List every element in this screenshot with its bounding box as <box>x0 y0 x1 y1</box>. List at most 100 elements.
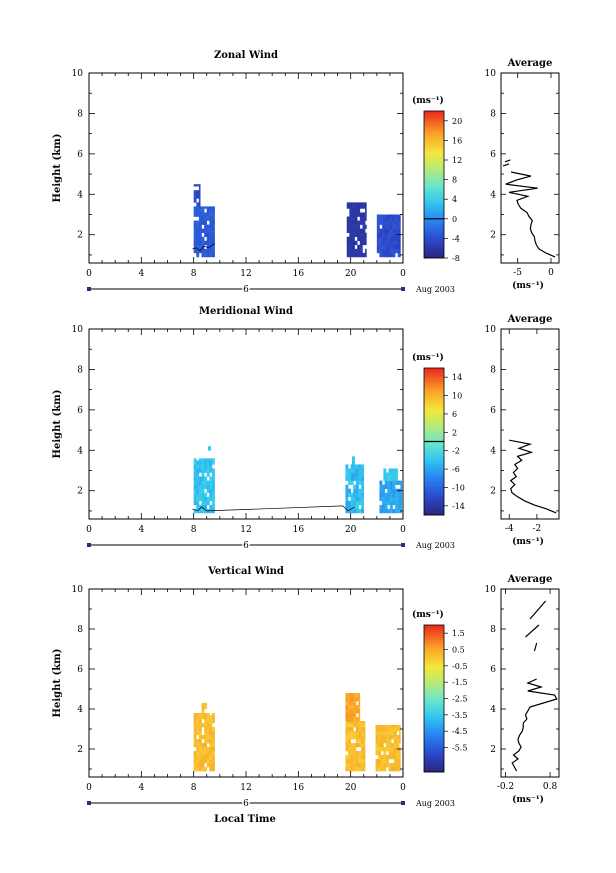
heatmap-cell <box>201 472 205 477</box>
heatmap-cell <box>355 488 359 494</box>
heatmap-cell <box>400 484 402 489</box>
heatmap-cell <box>382 496 385 502</box>
heatmap-cell <box>399 731 401 736</box>
colorbar-tick-label: -4 <box>452 234 460 243</box>
heatmap-cell <box>363 739 366 744</box>
heatmap-cell <box>396 759 400 764</box>
heatmap-cell <box>206 496 210 502</box>
heatmap-cell <box>206 208 210 213</box>
heatmap-cell <box>391 743 395 748</box>
colorbar-segment <box>424 735 444 739</box>
colorbar-segment <box>424 429 444 433</box>
heatmap-cell <box>355 735 359 740</box>
heatmap-cell <box>353 743 357 748</box>
y-axis-label: Height (km) <box>52 649 63 718</box>
heatmap-cell <box>350 717 354 722</box>
heatmap-cell <box>348 717 351 722</box>
heatmap-cell <box>363 727 366 732</box>
heatmap-cell <box>193 743 197 748</box>
average-frame <box>500 328 560 520</box>
date-marker <box>87 801 91 805</box>
heatmap-cell <box>388 751 392 756</box>
heatmap-cell <box>196 248 200 254</box>
colorbar-segment <box>424 443 444 447</box>
average-y-tick-label: 4 <box>490 705 496 715</box>
colorbar-segment <box>424 478 444 482</box>
heatmap-cell <box>382 244 385 250</box>
heatmap-cell <box>365 204 367 209</box>
heatmap-cell <box>361 747 365 752</box>
heatmap-cell <box>358 751 362 756</box>
heatmap-cell <box>357 224 361 229</box>
heatmap-cell <box>376 214 380 217</box>
heatmap-cell <box>355 739 359 744</box>
colorbar-segment <box>424 713 444 717</box>
colorbar-segment <box>424 473 444 477</box>
heatmap-cell <box>358 717 361 722</box>
heatmap-cell <box>363 759 366 764</box>
heatmap-cell <box>204 460 208 465</box>
colorbar: (ms⁻¹) 1.5 0.5 -0.5 -1.5 -2.5 -3.5 -4.5 -5.5 <box>412 609 467 773</box>
heatmap-cell <box>204 731 208 736</box>
heatmap-cell <box>193 468 197 473</box>
colorbar-tick-label: -2 <box>452 447 460 456</box>
heatmap-cell <box>397 496 401 502</box>
heatmap-cell <box>204 484 208 489</box>
heatmap-cell <box>357 220 361 225</box>
heatmap-cell <box>379 488 383 494</box>
heatmap-cell <box>351 224 355 229</box>
heatmap-cell <box>204 252 208 258</box>
heatmap-cell <box>204 715 208 720</box>
heatmap-cell <box>391 747 395 752</box>
heatmap-cell <box>201 496 205 502</box>
y-tick-label: 2 <box>77 487 83 497</box>
heatmap-cell <box>204 713 208 716</box>
colorbar-segment <box>424 642 444 645</box>
heatmap-cell <box>382 492 385 498</box>
y-tick-label: 10 <box>72 585 84 595</box>
heatmap-cell <box>380 763 384 768</box>
heatmap-cell <box>211 719 215 724</box>
x-tick-label: 0 <box>86 525 92 535</box>
heatmap-cell <box>384 248 388 254</box>
heatmap-cell <box>361 504 365 510</box>
heatmap-cell <box>211 508 215 514</box>
heatmap-cell <box>355 504 359 510</box>
heatmap-cell <box>358 496 362 502</box>
heatmap-cell <box>196 464 200 469</box>
colorbar-segment <box>424 250 444 254</box>
colorbar-segment <box>424 666 444 670</box>
heatmap-cell <box>384 228 388 233</box>
heatmap-cell <box>198 719 202 724</box>
colorbar-tick-label: -8 <box>452 254 460 263</box>
heatmap-cell <box>399 725 401 728</box>
heatmap-cell <box>201 759 205 764</box>
heatmap-cell <box>345 701 349 706</box>
heatmap-cell <box>206 735 210 740</box>
heatmap-cell <box>193 248 197 254</box>
heatmap-cell <box>379 496 383 502</box>
heatmap-cell <box>378 759 382 764</box>
heatmap-cell <box>358 705 361 710</box>
heatmap-cell <box>359 244 363 250</box>
heatmap-cell <box>393 739 397 744</box>
heatmap-cell <box>209 236 213 242</box>
heatmap-cell <box>387 244 391 250</box>
heatmap-cell <box>348 697 351 702</box>
heatmap-cell <box>359 220 363 225</box>
colorbar-segment <box>424 475 444 479</box>
heatmap-cell <box>397 508 401 514</box>
heatmap-cell <box>350 759 354 764</box>
average-y-tick-label: 10 <box>485 69 497 79</box>
heatmap-cell <box>365 212 367 217</box>
colorbar-segment <box>424 414 444 418</box>
heatmap-cell <box>193 228 197 233</box>
heatmap-cell <box>348 747 351 752</box>
colorbar-unit: (ms⁻¹) <box>412 609 444 620</box>
colorbar-segment <box>424 725 444 729</box>
heatmap-cell <box>392 240 396 246</box>
heatmap-cell <box>389 240 393 246</box>
heatmap-cell <box>351 456 355 461</box>
colorbar-segment <box>424 463 444 467</box>
heatmap-cell <box>209 484 213 489</box>
